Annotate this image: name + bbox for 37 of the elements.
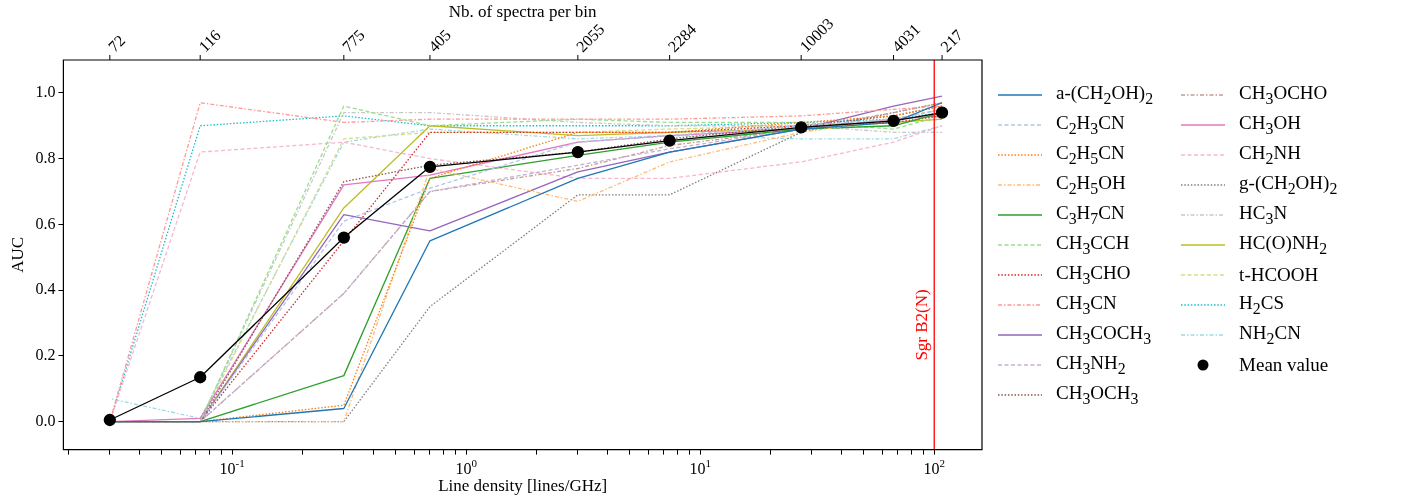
legend-label: CH$_{3}$OH [1239,112,1301,138]
y-tick-label: 0.4 [35,280,56,298]
legend-label: a-(CH$_{2}$OH)$_{2}$ [1056,82,1154,108]
text: 217 [937,26,967,56]
y-tick-label: 1.0 [35,83,56,101]
legend-label: HC$_{3}$N [1239,202,1288,228]
y-tick-label: 0.8 [35,148,56,166]
x-axis-title: Line density [lines/GHz] [438,476,608,496]
legend-label: CH$_{3}$OCH$_{3}$ [1056,382,1139,408]
legend-label: g-(CH$_{2}$OH)$_{2}$ [1239,172,1338,198]
legend-label: C$_{3}$H$_{7}$CN [1056,202,1125,228]
legend-label: CH$_{3}$COCH$_{3}$ [1056,322,1152,348]
text: 72 [104,31,129,56]
legend-label: C$_{2}$H$_{3}$CN [1056,112,1125,138]
legend-label: CH$_{3}$NH$_{2}$ [1056,352,1126,378]
legend-label: H$_{2}$CS [1239,292,1285,318]
legend-label: CH$_{3}$CHO [1056,262,1131,288]
legend-label: C$_{2}$H$_{5}$CN [1056,142,1125,168]
legend-label: t-HCOOH [1239,264,1319,286]
x2-axis-title: Nb. of spectra per bin [448,1,598,21]
legend-label: CH$_{3}$CN [1056,292,1117,318]
y-axis-title: AUC [7,236,27,273]
legend-label: C$_{2}$H$_{5}$OH [1056,172,1126,198]
legend-label: HC(O)NH$_{2}$ [1239,232,1328,258]
legend-label: Mean value [1239,354,1329,376]
legend-label: CH$_{3}$CCH [1056,232,1130,258]
legend-label: NH$_{2}$CN [1239,322,1301,348]
text: 405 [425,26,455,56]
text: 116 [195,26,224,56]
y-tick-label: 0.6 [35,214,56,232]
legend-label: CH$_{3}$OCHO [1239,82,1328,108]
legend-label: CH$_{2}$NH [1239,142,1301,168]
ref-line-label: Sgr B2(N) [912,289,932,361]
y-tick-label: 0.0 [35,411,56,429]
y-tick-label: 0.2 [35,346,56,364]
text: 4031 [888,20,924,56]
text: 775 [338,26,368,56]
